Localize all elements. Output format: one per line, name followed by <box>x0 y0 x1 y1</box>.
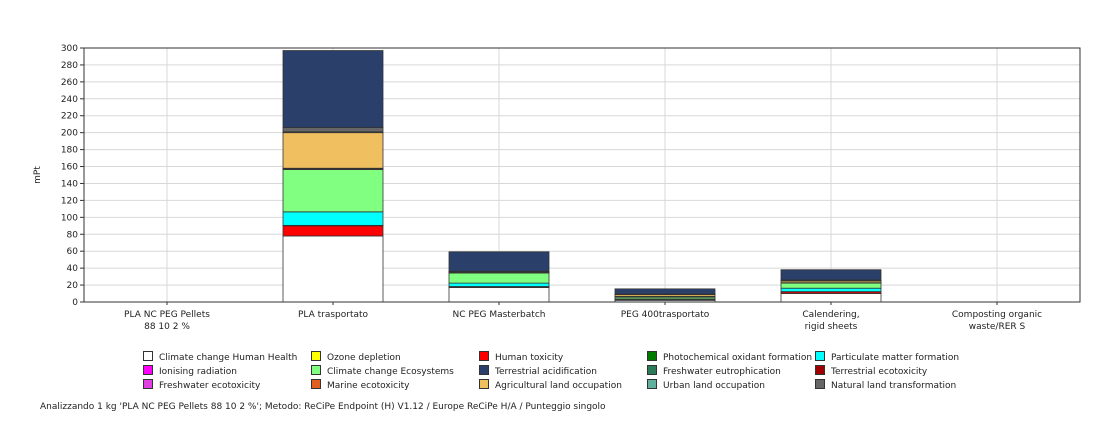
legend-item: Freshwater eutrophication <box>647 365 781 377</box>
y-tick-label: 280 <box>61 61 78 71</box>
legend-label: Terrestrial acidification <box>495 367 597 377</box>
legend-swatch <box>311 365 321 375</box>
legend-item: Climate change Human Health <box>143 351 297 363</box>
bar-segment <box>448 251 550 272</box>
legend-item: Climate change Ecosystems <box>311 365 454 377</box>
legend-swatch <box>143 379 153 389</box>
legend-item: Particulate matter formation <box>815 351 959 363</box>
y-tick-label: 20 <box>67 281 79 291</box>
legend-label: Urban land occupation <box>663 381 765 391</box>
legend-label: Ionising radiation <box>159 367 238 377</box>
y-tick-label: 300 <box>61 44 78 54</box>
legend-swatch <box>143 351 153 361</box>
x-category-label: PLA trasportato <box>298 310 369 320</box>
y-tick-label: 240 <box>61 95 78 105</box>
x-category-label: Calendering, <box>802 310 859 320</box>
bar-segment <box>282 211 384 226</box>
bar-segment <box>448 287 550 303</box>
legend-swatch <box>311 351 321 361</box>
legend-swatch <box>815 351 825 361</box>
bar-segment <box>282 235 384 303</box>
y-tick-label: 60 <box>67 247 79 257</box>
legend-label: Terrestrial ecotoxicity <box>831 367 928 377</box>
legend-label: Photochemical oxidant formation <box>663 353 813 363</box>
bar-segment <box>448 272 550 284</box>
bar-segment <box>448 282 550 287</box>
legend-item: Terrestrial ecotoxicity <box>815 365 927 377</box>
legend-label: Particulate matter formation <box>831 353 960 363</box>
legend-swatch <box>311 379 321 389</box>
x-category-label: PEG 400trasportato <box>621 310 710 320</box>
legend-label: Human toxicity <box>495 353 564 363</box>
legend-swatch <box>647 365 657 375</box>
bar-segment <box>780 287 882 292</box>
x-category-label: rigid sheets <box>805 322 858 332</box>
y-tick-label: 220 <box>61 112 78 122</box>
bar-segment <box>282 225 384 237</box>
legend-item: Ionising radiation <box>143 365 237 377</box>
legend-item: Natural land transformation <box>815 379 956 391</box>
legend-label: Natural land transformation <box>831 381 957 391</box>
legend-item: Ozone depletion <box>311 351 401 363</box>
y-tick-label: 160 <box>61 163 78 173</box>
legend-label: Climate change Ecosystems <box>327 367 454 377</box>
analysis-footer: Analizzando 1 kg 'PLA NC PEG Pellets 88 … <box>40 402 606 412</box>
y-tick-label: 80 <box>67 230 79 240</box>
y-tick-label: 100 <box>61 213 78 223</box>
bar-segment <box>282 127 384 133</box>
x-category-label: 88 10 2 % <box>144 322 190 332</box>
stacked-bar-chart: 0 20 40 60 80 100 120 140 160 180 200 220 240 260 280 3… <box>33 44 1081 332</box>
legend-swatch <box>143 365 153 375</box>
x-category-label: PLA NC PEG Pellets <box>124 310 210 320</box>
y-tick-label: 180 <box>61 146 78 156</box>
bar-segment <box>780 293 882 303</box>
legend-label: Ozone depletion <box>327 353 401 363</box>
bar-segment <box>614 288 716 295</box>
legend-label: Freshwater ecotoxicity <box>159 381 261 391</box>
legend-swatch <box>647 379 657 389</box>
legend-item: Marine ecotoxicity <box>311 379 409 391</box>
plot-area <box>84 48 1080 302</box>
legend-label: Marine ecotoxicity <box>327 381 410 391</box>
legend-swatch <box>647 351 657 361</box>
bar-segment <box>780 269 882 281</box>
legend-swatch <box>479 351 489 361</box>
legend-label: Freshwater eutrophication <box>663 367 781 377</box>
legend-label: Agricultural land occupation <box>495 381 622 391</box>
legend-item: Photochemical oxidant formation <box>647 351 812 363</box>
y-axis-label: mPt <box>33 166 43 184</box>
legend-item: Terrestrial acidification <box>479 365 597 377</box>
bar-segment <box>780 282 882 289</box>
x-category-label: Composting organic <box>952 310 1042 320</box>
y-tick-label: 200 <box>61 129 78 139</box>
x-category-label: NC PEG Masterbatch <box>453 310 546 320</box>
bar-segment <box>282 169 384 213</box>
legend-item: Human toxicity <box>479 351 563 363</box>
legend-item: Agricultural land occupation <box>479 379 622 391</box>
plot-frame <box>83 47 1081 303</box>
legend-swatch <box>815 365 825 375</box>
y-tick-label: 120 <box>61 196 78 206</box>
legend-swatch <box>479 379 489 389</box>
y-tick-label: 140 <box>61 179 78 189</box>
y-tick-label: 40 <box>67 264 79 274</box>
y-tick-label: 0 <box>72 298 78 308</box>
legend-swatch <box>479 365 489 375</box>
bar-segment <box>282 132 384 169</box>
y-tick-label: 260 <box>61 78 78 88</box>
legend-swatch <box>815 379 825 389</box>
legend-item: Freshwater ecotoxicity <box>143 379 260 391</box>
bar-segment <box>282 50 384 128</box>
legend-item: Urban land occupation <box>647 379 765 391</box>
x-category-label: waste/RER S <box>969 322 1026 332</box>
legend-label: Climate change Human Health <box>159 353 298 363</box>
